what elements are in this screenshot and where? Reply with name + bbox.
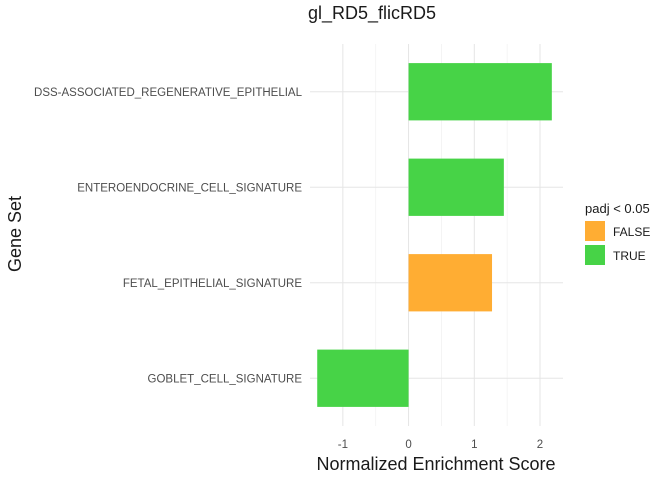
bar	[317, 349, 409, 407]
x-tick-label: 0	[405, 439, 411, 451]
y-tick-label: DSS-ASSOCIATED_REGENERATIVE_EPITHELIAL	[34, 87, 303, 99]
y-tick-label: FETAL_EPITHELIAL_SIGNATURE	[123, 278, 302, 290]
legend-label-false: FALSE	[613, 225, 650, 239]
x-tick-label: 1	[471, 439, 477, 451]
bar	[408, 63, 552, 121]
legend-label-true: TRUE	[613, 249, 646, 263]
y-tick-labels: DSS-ASSOCIATED_REGENERATIVE_EPITHELIAL EN…	[34, 87, 303, 386]
x-axis-title: Normalized Enrichment Score	[316, 454, 555, 474]
legend: padj < 0.05 FALSE TRUE	[585, 201, 650, 265]
legend-swatch-false	[585, 221, 605, 241]
x-tick-label: 2	[537, 439, 543, 451]
bar	[408, 254, 493, 312]
bar	[408, 158, 504, 216]
y-tick-label: GOBLET_CELL_SIGNATURE	[148, 373, 303, 385]
legend-swatch-true	[585, 245, 605, 265]
y-tick-label: ENTEROENDOCRINE_CELL_SIGNATURE	[77, 182, 302, 194]
y-axis-title: Gene Set	[5, 196, 25, 272]
x-tick-labels: -1 0 1 2	[338, 439, 543, 451]
legend-title: padj < 0.05	[585, 201, 650, 216]
chart-title: gl_RD5_flicRD5	[308, 3, 436, 24]
x-tick-label: -1	[338, 439, 348, 451]
bars	[317, 63, 552, 407]
